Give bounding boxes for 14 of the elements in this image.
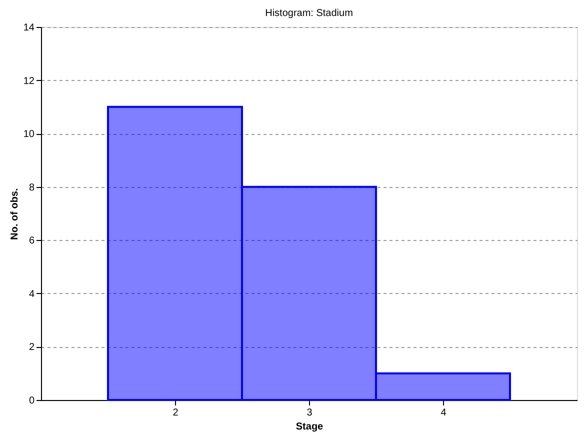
y-tick-label: 10	[23, 129, 35, 140]
y-tick-label: 0	[28, 396, 35, 406]
y-tick-label: 4	[28, 288, 35, 300]
y-tick-label: 14	[23, 22, 35, 34]
y-tick-label: 6	[28, 236, 35, 247]
x-axis-title: Stage	[296, 422, 324, 432]
chart-title: Histogram: Stadium	[265, 8, 353, 19]
y-tick-label: 12	[23, 76, 35, 87]
x-tick-label: 2	[172, 408, 179, 418]
y-tick-label: 8	[28, 182, 35, 194]
y-axis-title: No. of obs.	[9, 188, 20, 240]
x-tick-label: 4	[440, 408, 447, 418]
x-tick-label: 3	[306, 408, 313, 418]
y-tick-label: 2	[28, 342, 35, 354]
